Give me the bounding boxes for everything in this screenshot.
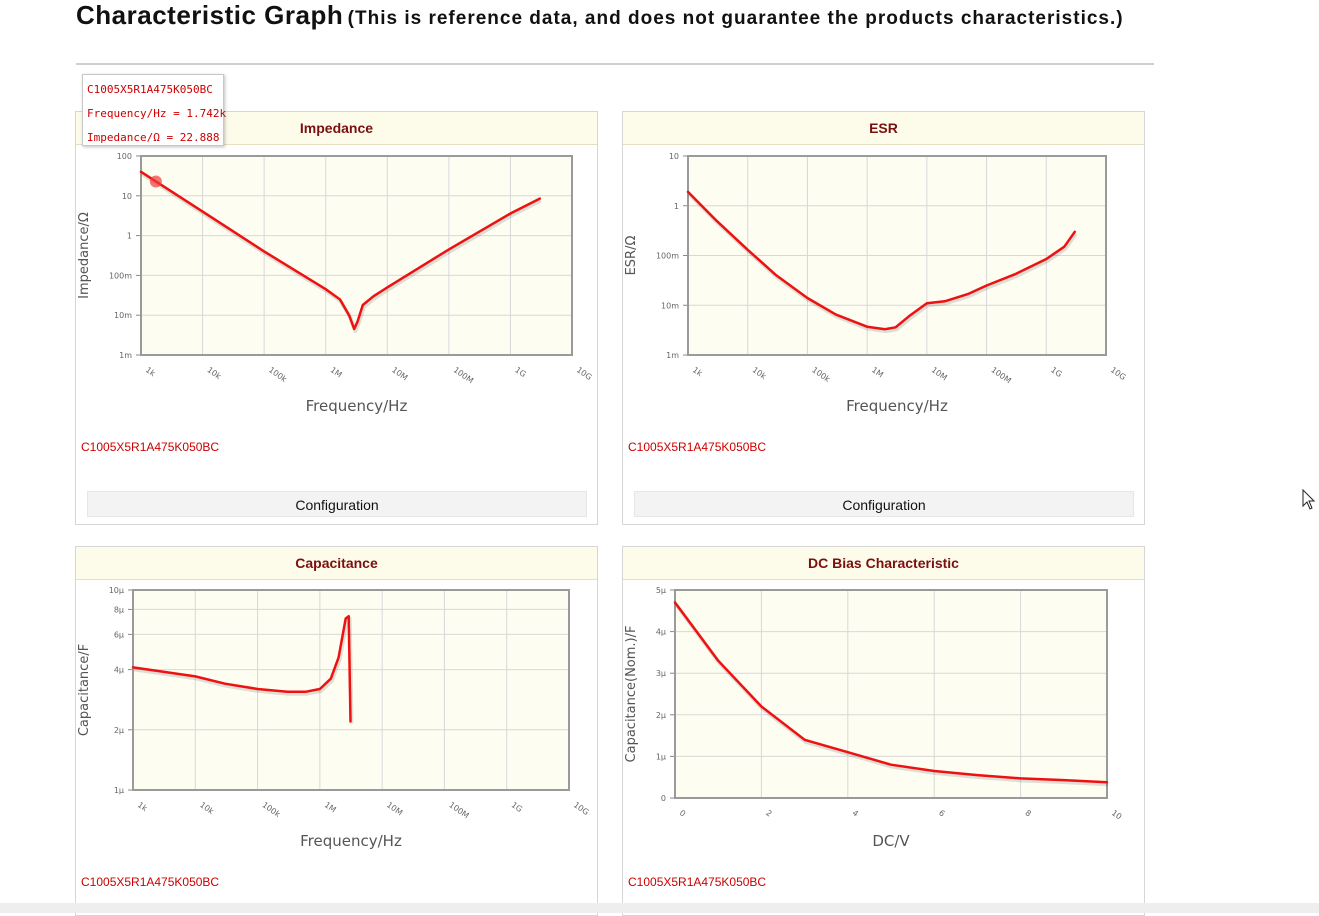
capacitance-y-tick-label: 1μ xyxy=(114,786,124,795)
esr-x-tick-label: 10M xyxy=(930,365,949,382)
impedance-series-line xyxy=(139,170,542,331)
dcbias-y-tick-label: 5μ xyxy=(656,586,666,595)
esr-configuration-button[interactable]: Configuration xyxy=(634,491,1134,517)
dcbias-x-tick-label: 10 xyxy=(1110,808,1124,821)
capacitance-x-axis-label: Frequency/Hz xyxy=(300,832,402,850)
impedance-x-tick-label: 1M xyxy=(329,365,344,379)
dcbias-part-number: C1005X5R1A475K050BC xyxy=(628,875,767,889)
dcbias-panel: DC Bias Characteristic 0 2 4 6 8 10 0 1μ 2μ 3μ 4μ 5… xyxy=(622,546,1145,916)
impedance-highlight-marker xyxy=(149,175,162,188)
impedance-y-tick-label: 100 xyxy=(117,152,132,161)
dcbias-y-axis-label: Capacitance(Nom.)/F xyxy=(624,626,639,763)
dcbias-x-axis-label: DC/V xyxy=(872,832,910,850)
impedance-part-number: C1005X5R1A475K050BC xyxy=(81,440,220,454)
capacitance-x-tick-label: 100M xyxy=(447,800,470,820)
esr-x-tick-label: 100k xyxy=(810,365,832,384)
esr-panel: ESR 1k 10k 100k 1M 10M 100M 1G 10G 1m 10m 100m 1 10 F… xyxy=(622,111,1145,525)
esr-x-tick-label: 10G xyxy=(1109,365,1128,382)
esr-y-tick-label: 1m xyxy=(666,351,679,360)
esr-series-line xyxy=(686,190,1077,331)
heading-divider xyxy=(76,63,1154,65)
impedance-y-axis-label: Impedance/Ω xyxy=(77,212,92,299)
esr-x-tick-label: 1k xyxy=(691,365,704,378)
tooltip-frequency: Frequency/Hz = 1.742k xyxy=(87,107,227,120)
capacitance-panel-title: Capacitance xyxy=(76,547,597,580)
esr-x-tick-label: 1G xyxy=(1049,365,1063,379)
mouse-pointer-icon xyxy=(1302,488,1316,516)
dcbias-x-tick-label: 6 xyxy=(937,808,946,818)
capacitance-y-tick-label: 10μ xyxy=(109,586,124,595)
esr-x-tick-label: 10k xyxy=(751,365,769,381)
dcbias-y-tick-label: 4μ xyxy=(656,628,666,637)
impedance-x-axis-label: Frequency/Hz xyxy=(306,397,408,415)
capacitance-y-tick-label: 6μ xyxy=(114,630,124,639)
dcbias-series-line xyxy=(673,601,1109,784)
impedance-x-tick-label: 10G xyxy=(575,365,594,382)
capacitance-panel: Capacitance 1k 10k 100k 1M 10M 100M 1G 10G 1μ 2μ 4… xyxy=(75,546,598,916)
dcbias-y-tick-label: 3μ xyxy=(656,669,666,678)
capacitance-x-tick-label: 10k xyxy=(198,800,216,816)
dcbias-x-tick-label: 0 xyxy=(678,808,687,818)
impedance-configuration-button[interactable]: Configuration xyxy=(87,491,587,517)
esr-x-axis-label: Frequency/Hz xyxy=(846,397,948,415)
esr-x-tick-label: 1M xyxy=(870,365,885,379)
impedance-panel: Impedance 1k 10k 100k 1M 10M 100M 1G 10G 1m 10m 10… xyxy=(75,111,598,525)
esr-part-number: C1005X5R1A475K050BC xyxy=(628,440,767,454)
capacitance-plot-frame xyxy=(132,589,570,791)
impedance-y-tick-label: 10m xyxy=(114,311,132,320)
impedance-plot-frame xyxy=(140,155,573,356)
data-point-tooltip: C1005X5R1A475K050BC Frequency/Hz = 1.742… xyxy=(82,74,227,146)
impedance-x-tick-label: 10M xyxy=(390,365,409,382)
esr-y-tick-label: 1 xyxy=(674,202,679,211)
tooltip-part-number: C1005X5R1A475K050BC xyxy=(87,83,213,96)
impedance-chart[interactable]: 1k 10k 100k 1M 10M 100M 1G 10G 1m 10m 100m 1 10 100 Fr… xyxy=(76,145,597,445)
esr-x-tick-label: 100M xyxy=(989,365,1012,385)
impedance-x-tick-label: 100M xyxy=(452,365,475,385)
dcbias-y-tick-label: 1μ xyxy=(656,752,666,761)
dcbias-panel-title: DC Bias Characteristic xyxy=(623,547,1144,580)
dcbias-x-tick-label: 4 xyxy=(851,808,860,818)
esr-y-tick-label: 10m xyxy=(661,301,679,310)
dcbias-y-tick-label: 2μ xyxy=(656,711,666,720)
capacitance-x-tick-label: 1k xyxy=(136,800,149,813)
tooltip-impedance: Impedance/Ω = 22.888 xyxy=(87,131,220,144)
impedance-x-tick-label: 100k xyxy=(267,365,289,384)
capacitance-x-tick-label: 10G xyxy=(572,800,591,817)
capacitance-series-line xyxy=(131,614,352,723)
capacitance-y-tick-label: 2μ xyxy=(114,726,124,735)
esr-y-tick-label: 10 xyxy=(669,152,679,161)
page-title: Characteristic Graph xyxy=(76,0,344,30)
impedance-y-tick-label: 10 xyxy=(122,192,132,201)
impedance-x-tick-label: 1k xyxy=(144,365,157,378)
impedance-x-tick-label: 1G xyxy=(513,365,527,379)
capacitance-chart[interactable]: 1k 10k 100k 1M 10M 100M 1G 10G 1μ 2μ 4μ 6μ 8μ 10μ Freq… xyxy=(76,580,597,880)
impedance-y-tick-label: 1 xyxy=(127,232,132,241)
impedance-x-tick-label: 10k xyxy=(205,365,223,381)
capacitance-y-tick-label: 4μ xyxy=(114,666,124,675)
dcbias-plot-frame xyxy=(674,589,1108,799)
bottom-scroll-area xyxy=(0,903,1319,913)
dcbias-y-tick-label: 0 xyxy=(661,794,666,803)
capacitance-x-tick-label: 10M xyxy=(385,800,404,817)
esr-chart[interactable]: 1k 10k 100k 1M 10M 100M 1G 10G 1m 10m 100m 1 10 Frequ… xyxy=(623,145,1144,445)
dcbias-x-tick-label: 8 xyxy=(1023,808,1032,818)
capacitance-y-tick-label: 8μ xyxy=(114,605,124,614)
impedance-y-tick-label: 1m xyxy=(119,351,132,360)
capacitance-y-axis-label: Capacitance/F xyxy=(77,644,92,736)
capacitance-x-tick-label: 100k xyxy=(260,800,282,819)
esr-panel-title: ESR xyxy=(623,112,1144,145)
dcbias-x-tick-label: 2 xyxy=(764,808,773,818)
esr-y-axis-label: ESR/Ω xyxy=(624,236,639,276)
capacitance-x-tick-label: 1M xyxy=(323,800,338,814)
capacitance-part-number: C1005X5R1A475K050BC xyxy=(81,875,220,889)
esr-plot-frame xyxy=(687,155,1107,356)
page-subtitle: (This is reference data, and does not gu… xyxy=(347,8,1124,29)
page-heading: Characteristic Graph (This is reference … xyxy=(76,2,1156,33)
capacitance-series-shadow xyxy=(133,616,354,724)
dcbias-plot-area xyxy=(675,590,1107,798)
dcbias-chart[interactable]: 0 2 4 6 8 10 0 1μ 2μ 3μ 4μ 5μ DC/V Capacitance(Nom.)/… xyxy=(623,580,1144,880)
capacitance-x-tick-label: 1G xyxy=(510,800,524,814)
impedance-y-tick-label: 100m xyxy=(109,271,132,280)
esr-y-tick-label: 100m xyxy=(656,252,679,261)
